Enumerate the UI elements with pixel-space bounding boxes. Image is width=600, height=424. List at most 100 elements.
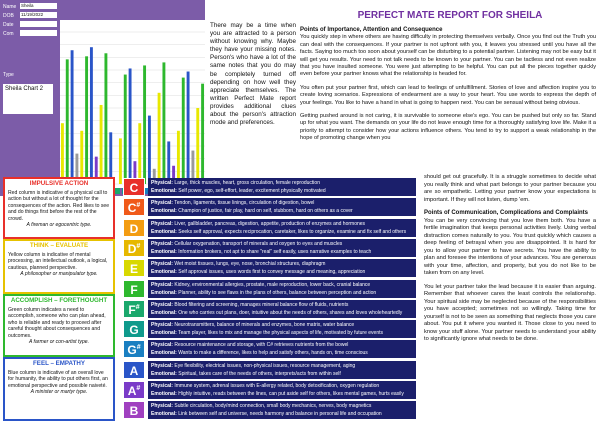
note-square: G# [123, 340, 145, 359]
physical-line: Physical: Liver, gallbladder, pancreas, … [151, 220, 413, 228]
emotional-label: Emotional: [151, 411, 177, 418]
emotional-line: Emotional: Self approval issues, uses wo… [151, 268, 413, 276]
emotional-text: One who carries out plans, doer, intuiti… [178, 309, 403, 316]
bar [162, 62, 166, 184]
bar [123, 74, 127, 184]
note-desc: Physical: Tendon, ligaments, tissue lini… [148, 198, 416, 217]
note-square: C [123, 178, 145, 196]
physical-text: Blood filtering and screening, manages m… [174, 301, 349, 308]
bar [176, 130, 180, 184]
dob-field[interactable]: 11/19/2022 [20, 12, 57, 18]
field-label: Com [3, 31, 14, 37]
note-row: C Physical: Large, thick muscles, heart, … [120, 177, 420, 196]
physical-line: Physical: Tendon, ligaments, tissue lini… [151, 199, 413, 207]
emotional-line: Emotional: Highly intuitive, reads betwe… [151, 390, 413, 398]
bar [118, 138, 122, 184]
note-row: D# Physical: Cellular oxygenation, transp… [120, 238, 420, 257]
bar [94, 156, 98, 184]
paragraph: You quickly step in where others are hav… [300, 34, 596, 78]
bar [128, 68, 132, 184]
note-square: A [123, 360, 145, 379]
physical-label: Physical: [151, 362, 173, 369]
physical-label: Physical: [151, 342, 173, 349]
bar [186, 71, 190, 184]
note-desc: Physical: Immune system, adrenal issues … [148, 381, 416, 399]
paragraph: Getting pushed around is not caring, it … [300, 113, 596, 142]
physical-label: Physical: [151, 180, 173, 186]
physical-text: Wet moist tissues, lungs, eye, nose, bro… [174, 261, 326, 268]
bar [157, 92, 161, 184]
note-square: D# [123, 238, 145, 257]
column-heading: IMPULSIVE ACTION [29, 180, 89, 187]
emotional-line: Emotional: Wants to make a difference, l… [151, 349, 413, 357]
note-desc: Physical: Resource maintenance and stora… [148, 340, 416, 359]
emotional-label: Emotional: [151, 350, 177, 357]
section-heading: Points of Communication, Complications a… [424, 210, 589, 216]
physical-line: Physical: Immune system, adrenal issues … [151, 382, 413, 390]
note-desc: Physical: Kidney, environmental allergie… [148, 279, 416, 298]
physical-line: Physical: Neurotransmitters, balance of … [151, 321, 413, 329]
field-label: Type [3, 72, 14, 78]
com-field[interactable] [20, 30, 57, 36]
physical-text: Liver, gallbladder, pancreas, digestion,… [174, 220, 366, 227]
column-type: A philosopher or manipulator type. [20, 271, 98, 277]
bar [65, 59, 69, 184]
bar [99, 104, 103, 184]
note-letter: C [127, 201, 137, 216]
physical-line: Physical: Large, thick muscles, heart, g… [151, 179, 413, 187]
note-letter: C [129, 181, 139, 195]
physical-label: Physical: [151, 220, 173, 227]
bar [201, 83, 205, 184]
column-text: Red column is indicative of a physical c… [8, 189, 110, 222]
emotional-line: Emotional: Champion of justice, fair pla… [151, 207, 413, 215]
note-desc: Physical: Blood filtering and screening,… [148, 299, 416, 318]
physical-text: Cellular oxygenation, transport of miner… [174, 240, 343, 247]
emotional-text: Team player, likes to mix and manage the… [178, 330, 383, 337]
date-field[interactable] [20, 21, 57, 27]
note-sharp: # [136, 202, 141, 210]
emotional-text: Link between self and universe, needs ha… [178, 411, 382, 418]
emotional-text: Self power, ego, self-effort, leader, ex… [178, 188, 326, 194]
physical-label: Physical: [151, 403, 173, 410]
column-text: Green column indicates a need to accompl… [8, 306, 106, 339]
note-square: D [123, 218, 145, 237]
emotional-text: Highly intuitive, reads between the line… [178, 391, 404, 397]
name-field[interactable]: Sheila [20, 3, 57, 9]
bar [104, 53, 108, 184]
physical-label: Physical: [151, 240, 173, 247]
section-2: should get out gracefully. It is a strug… [424, 174, 596, 350]
paragraph: You often put your partner first, which … [300, 84, 596, 106]
bar [143, 65, 147, 184]
note-letter: D [127, 241, 137, 256]
physical-label: Physical: [151, 322, 173, 329]
note-letter: A [129, 363, 139, 378]
emotional-text: Champion of justice, fair play, hard on … [178, 208, 353, 215]
emotional-text: Wants to make a difference, likes to hel… [178, 350, 368, 357]
emotional-text: Self approval issues, uses words first t… [178, 269, 366, 276]
physical-text: Resource maintenance and storage, with C… [174, 342, 349, 349]
paragraph: You let your partner take the lead becau… [424, 283, 596, 343]
emotional-line: Emotional: Seeks self approval, expects … [151, 228, 413, 236]
physical-text: Tendon, ligaments, tissue linings, circu… [174, 200, 315, 207]
emotional-line: Emotional: Planner, ability to see flaws… [151, 289, 413, 297]
physical-text: Neurotransmitters, balance of minerals a… [174, 322, 355, 329]
bar [147, 115, 151, 184]
emotional-line: Emotional: Link between self and univers… [151, 410, 413, 418]
emotional-label: Emotional: [151, 208, 177, 215]
emotional-text: Spiritual, takes care of the needs of ot… [178, 370, 341, 377]
note-letter: F [128, 302, 136, 317]
emotional-line: Emotional: Spiritual, takes care of the … [151, 370, 413, 378]
field-label: Date [3, 22, 14, 28]
column-text: Yellow column is indicative of mental pr… [8, 251, 108, 271]
note-square: C# [123, 198, 145, 217]
column-box: ACCOMPLISH – FORETHOUGHT Green column ind… [3, 294, 115, 357]
note-letter: G [127, 343, 137, 358]
column-heading: ACCOMPLISH – FORETHOUGHT [10, 297, 108, 304]
note-row: A# Physical: Immune system, adrenal issue… [120, 380, 420, 399]
bar [85, 56, 89, 184]
note-square: G [123, 320, 145, 339]
physical-text: Large, thick muscles, heart, gross circu… [174, 180, 320, 186]
physical-line: Physical: Eye flexibility, electrical is… [151, 362, 413, 370]
note-row: F Physical: Kidney, environmental allergi… [120, 279, 420, 298]
note-square: F [123, 279, 145, 298]
